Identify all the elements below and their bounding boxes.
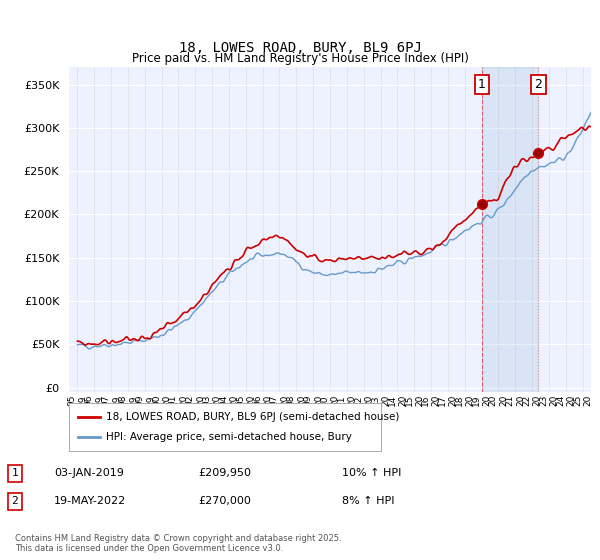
Text: £270,000: £270,000 bbox=[198, 496, 251, 506]
Text: 2: 2 bbox=[535, 78, 542, 91]
Bar bbox=[482, 67, 538, 392]
Text: 1: 1 bbox=[11, 468, 19, 478]
Text: 1: 1 bbox=[478, 78, 485, 91]
Text: 03-JAN-2019: 03-JAN-2019 bbox=[54, 468, 124, 478]
Text: HPI: Average price, semi-detached house, Bury: HPI: Average price, semi-detached house,… bbox=[106, 432, 352, 442]
Text: 18, LOWES ROAD, BURY, BL9 6PJ: 18, LOWES ROAD, BURY, BL9 6PJ bbox=[179, 41, 421, 55]
Text: Contains HM Land Registry data © Crown copyright and database right 2025.
This d: Contains HM Land Registry data © Crown c… bbox=[15, 534, 341, 553]
Text: Price paid vs. HM Land Registry's House Price Index (HPI): Price paid vs. HM Land Registry's House … bbox=[131, 52, 469, 66]
Text: 18, LOWES ROAD, BURY, BL9 6PJ (semi-detached house): 18, LOWES ROAD, BURY, BL9 6PJ (semi-deta… bbox=[106, 412, 400, 422]
Text: 2: 2 bbox=[11, 496, 19, 506]
Text: 8% ↑ HPI: 8% ↑ HPI bbox=[342, 496, 395, 506]
Text: 19-MAY-2022: 19-MAY-2022 bbox=[54, 496, 126, 506]
Text: £209,950: £209,950 bbox=[198, 468, 251, 478]
Text: 10% ↑ HPI: 10% ↑ HPI bbox=[342, 468, 401, 478]
